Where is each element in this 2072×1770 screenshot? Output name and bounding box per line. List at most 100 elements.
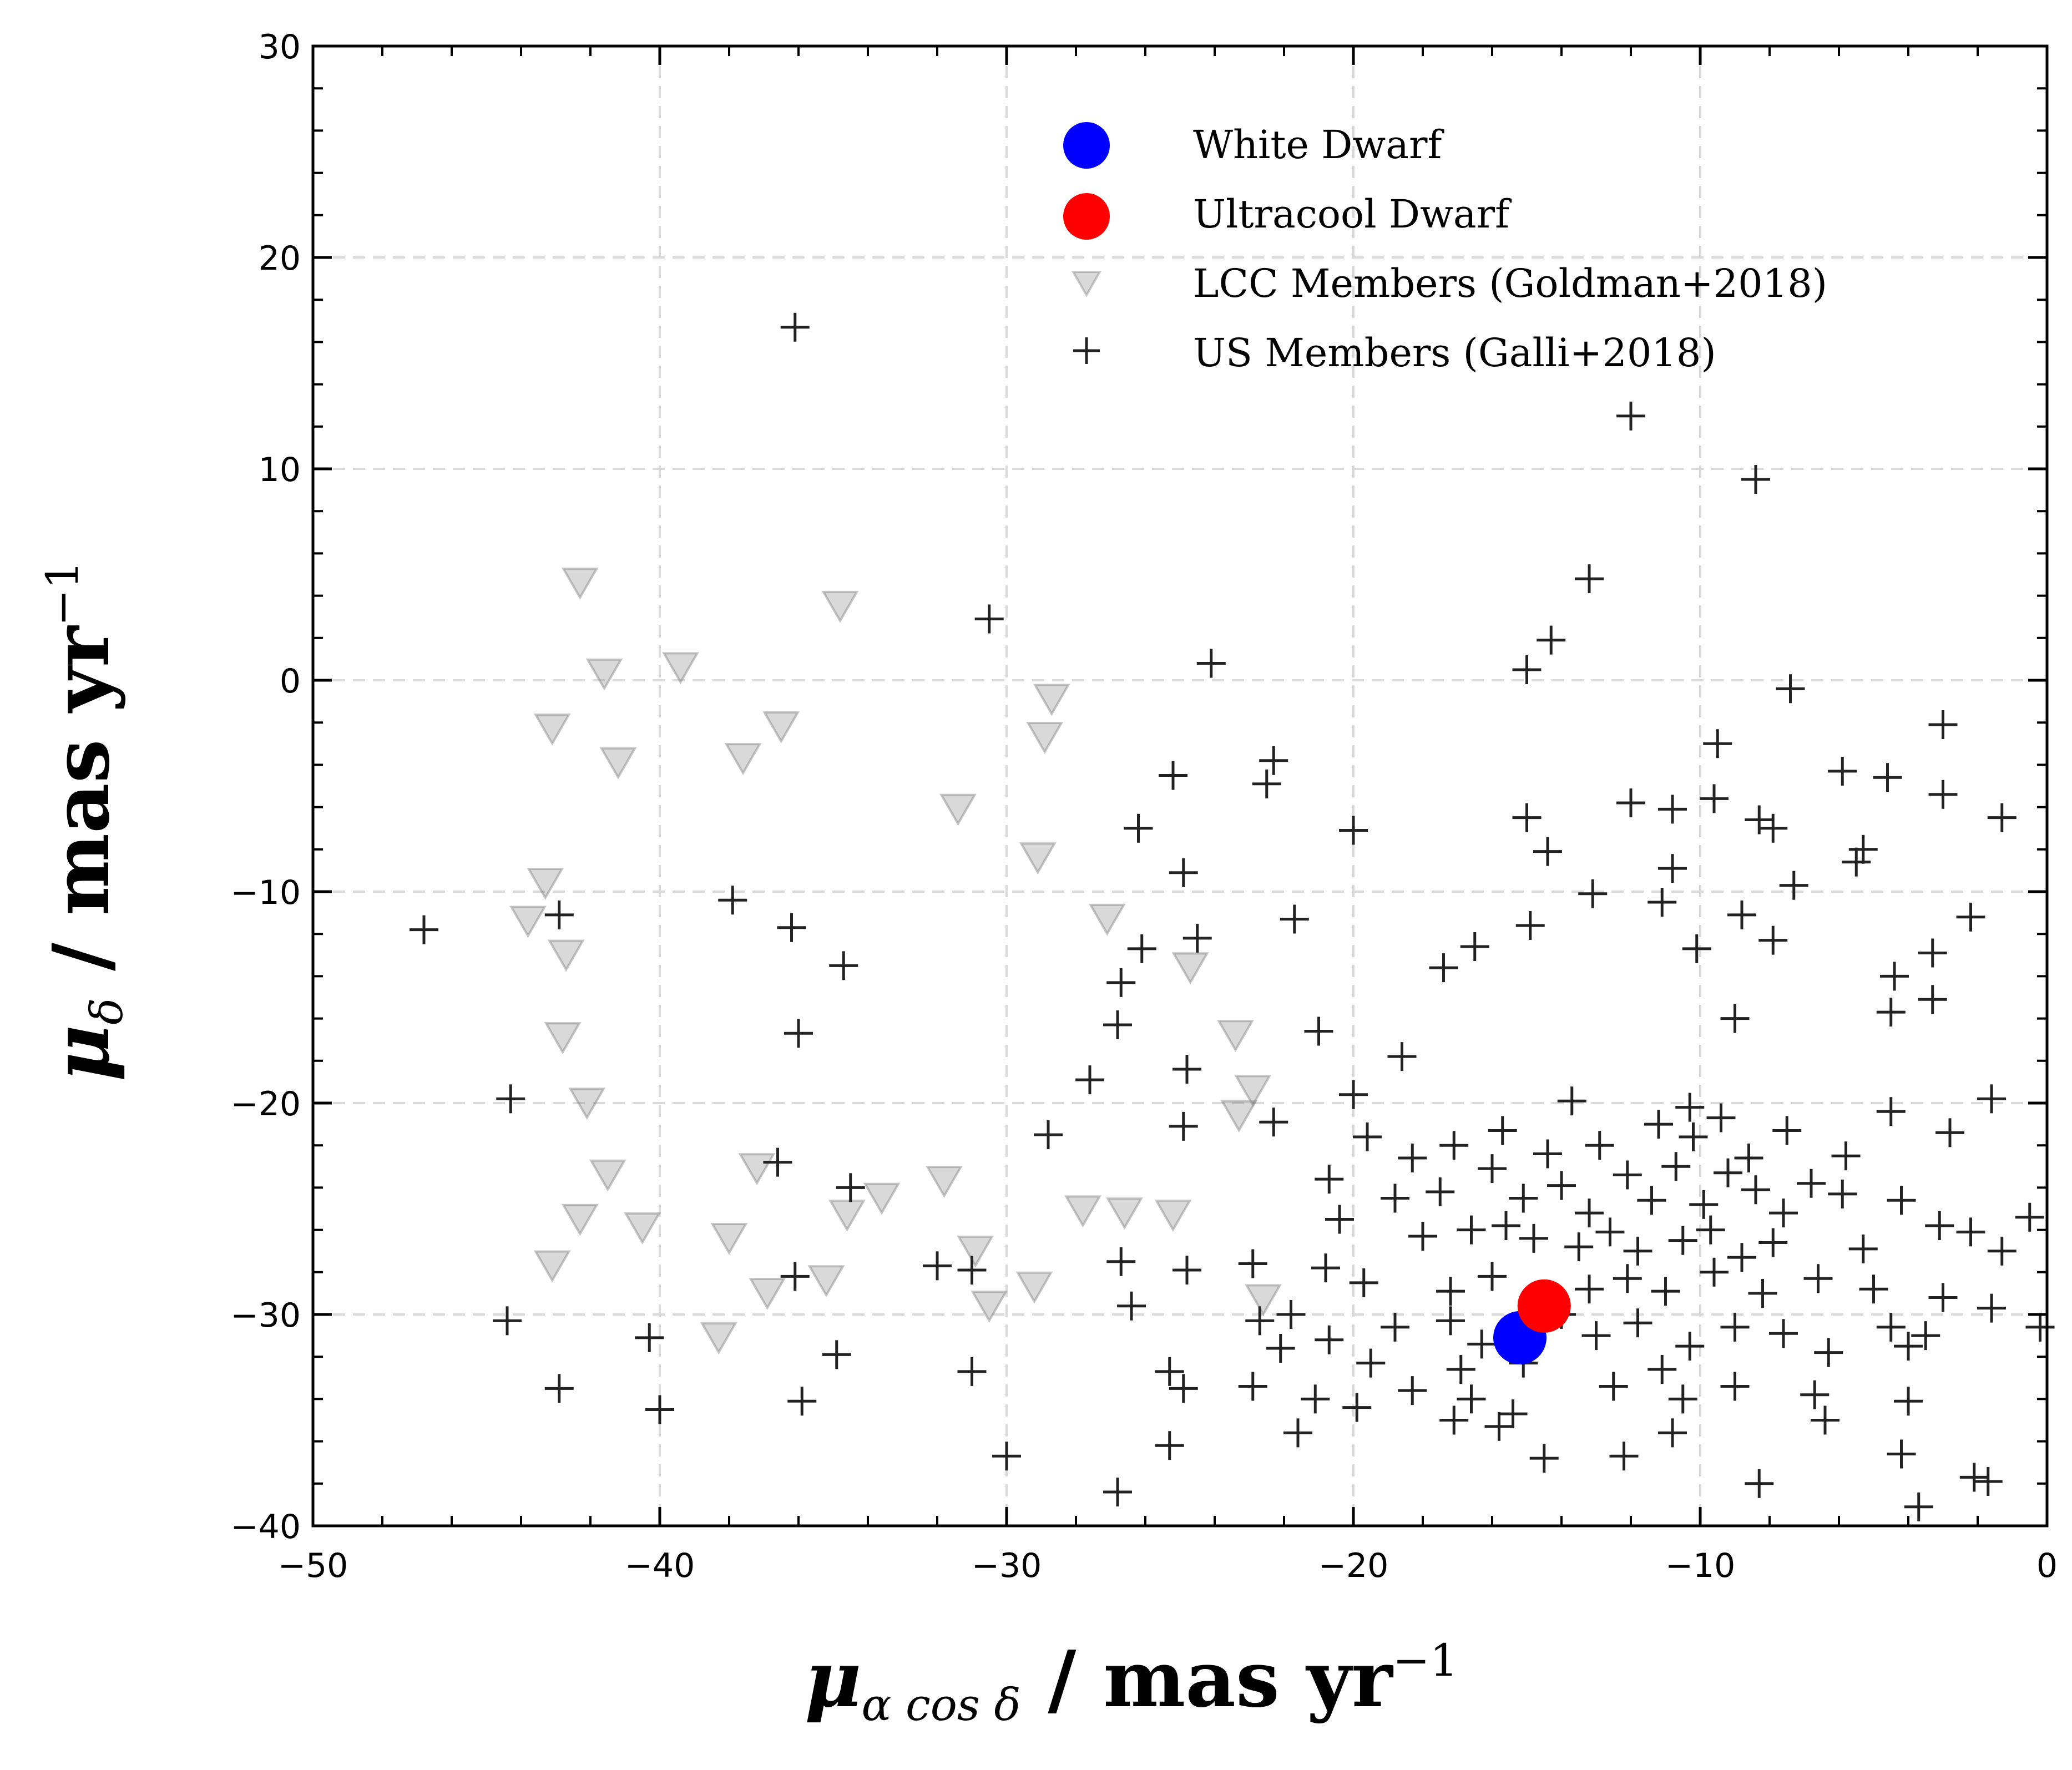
us-member-point bbox=[1828, 1179, 1857, 1208]
us-member-point bbox=[957, 1357, 987, 1386]
lcc-member-point bbox=[624, 1212, 661, 1245]
us-member-point bbox=[1599, 1372, 1628, 1401]
us-member-point bbox=[780, 312, 810, 342]
lcc-member-point bbox=[1220, 1100, 1258, 1133]
us-member-point bbox=[1987, 1236, 2017, 1266]
us-member-point bbox=[1876, 998, 1906, 1027]
us-member-point bbox=[1706, 1103, 1736, 1132]
us-member-point bbox=[1745, 1469, 1774, 1498]
us-member-point bbox=[1575, 564, 1604, 594]
legend: White Dwarf Ultracool Dwarf LCC Members … bbox=[1063, 122, 1827, 376]
lcc-member-point bbox=[1015, 1271, 1053, 1304]
plot-frame bbox=[311, 44, 2049, 1528]
us-member-point bbox=[1651, 1277, 1680, 1306]
lcc-member-point bbox=[738, 1153, 776, 1186]
us-member-point bbox=[1266, 1333, 1295, 1363]
us-member-point bbox=[992, 1442, 1021, 1471]
lcc-member-point bbox=[807, 1265, 845, 1298]
lcc-member-point bbox=[568, 1088, 606, 1120]
us-member-point bbox=[1498, 1399, 1528, 1429]
lcc-member-point bbox=[533, 1250, 571, 1283]
us-member-point bbox=[1658, 854, 1687, 883]
us-member-point bbox=[1103, 1478, 1132, 1507]
us-member-point bbox=[1741, 1175, 1770, 1205]
lcc-member-point bbox=[1033, 684, 1070, 716]
us-member-point bbox=[1956, 1217, 1985, 1247]
x-axis-title: μα cos δ / mas yr−1 bbox=[805, 1634, 1458, 1731]
us-member-point bbox=[1301, 1384, 1330, 1414]
us-member-point bbox=[1457, 1215, 1486, 1245]
us-member-point bbox=[1918, 985, 1947, 1014]
us-member-point bbox=[1616, 401, 1645, 431]
us-member-point bbox=[974, 604, 1004, 634]
us-member-point bbox=[1484, 1412, 1514, 1441]
us-member-point bbox=[1276, 1300, 1306, 1329]
us-member-point bbox=[1682, 934, 1711, 963]
us-member-point bbox=[1512, 655, 1542, 684]
us-member-point bbox=[1848, 835, 1878, 864]
us-member-point bbox=[1537, 625, 1566, 655]
us-member-point bbox=[1658, 795, 1687, 824]
us-member-point bbox=[1727, 900, 1756, 929]
us-member-point bbox=[1623, 1236, 1652, 1266]
us-member-point bbox=[1714, 1158, 1742, 1187]
y-axis-exponent: −1 bbox=[37, 561, 88, 626]
us-member-point bbox=[1398, 1144, 1427, 1173]
lcc-member-point bbox=[724, 743, 762, 776]
us-member-point bbox=[1696, 1215, 1725, 1245]
us-member-point bbox=[1356, 1348, 1386, 1378]
legend-label-white-dwarf: White Dwarf bbox=[1193, 122, 1444, 168]
us-member-point bbox=[1648, 1355, 1677, 1384]
us-member-point bbox=[635, 1323, 664, 1352]
y-tick-label: 10 bbox=[259, 451, 301, 489]
us-member-point bbox=[1769, 1198, 1798, 1228]
us-member-point bbox=[923, 1251, 952, 1281]
lcc-member-point bbox=[926, 1166, 963, 1198]
us-member-point bbox=[1679, 1122, 1708, 1151]
us-member-point bbox=[718, 886, 747, 915]
lcc-member-point bbox=[547, 939, 585, 972]
lcc-member-point bbox=[828, 1200, 866, 1232]
us-member-point bbox=[1616, 788, 1645, 817]
us-member-point bbox=[1748, 1278, 1777, 1308]
lcc-member-point bbox=[1088, 903, 1126, 936]
us-member-point bbox=[1977, 1084, 2006, 1114]
us-member-point bbox=[1575, 1275, 1604, 1304]
us-member-point bbox=[1106, 1247, 1136, 1276]
us-member-point bbox=[1315, 1165, 1344, 1194]
us-member-point bbox=[1876, 1097, 1906, 1126]
us-member-point bbox=[1353, 1122, 1382, 1151]
lcc-member-point bbox=[863, 1182, 901, 1215]
us-member-point bbox=[1859, 1275, 1888, 1304]
us-member-point bbox=[1585, 1131, 1614, 1160]
us-member-point bbox=[1467, 1329, 1497, 1359]
lcc-member-point bbox=[1026, 722, 1064, 755]
lcc-member-point bbox=[710, 1223, 748, 1256]
us-member-point bbox=[1533, 837, 1562, 866]
us-member-point bbox=[1758, 1228, 1788, 1257]
us-member-point bbox=[1446, 1355, 1475, 1384]
lcc-member-point bbox=[1217, 1020, 1254, 1053]
us-member-point bbox=[1831, 1141, 1861, 1171]
us-member-point bbox=[1398, 1376, 1427, 1405]
us-member-point bbox=[1478, 1154, 1507, 1184]
lcc-member-point bbox=[1245, 1284, 1282, 1317]
us-member-point bbox=[2025, 1312, 2055, 1342]
legend-marker-lcc-members bbox=[1071, 271, 1102, 298]
us-member-point bbox=[1720, 1372, 1750, 1401]
us-member-point bbox=[1436, 1277, 1465, 1306]
lcc-member-point bbox=[533, 713, 571, 746]
us-member-point bbox=[1689, 1190, 1719, 1219]
us-member-point bbox=[1436, 1306, 1465, 1336]
lcc-member-point bbox=[939, 793, 977, 826]
us-member-point bbox=[1515, 911, 1545, 940]
us-member-point bbox=[1381, 1184, 1409, 1213]
us-member-point bbox=[1439, 1131, 1469, 1160]
us-member-point bbox=[1173, 1255, 1201, 1284]
us-member-point bbox=[1720, 1004, 1750, 1033]
us-member-point bbox=[1106, 968, 1136, 997]
us-member-point bbox=[1734, 1144, 1763, 1173]
us-member-point bbox=[1661, 1152, 1691, 1181]
lcc-member-point bbox=[749, 1278, 786, 1311]
lcc-member-point bbox=[589, 1159, 626, 1192]
